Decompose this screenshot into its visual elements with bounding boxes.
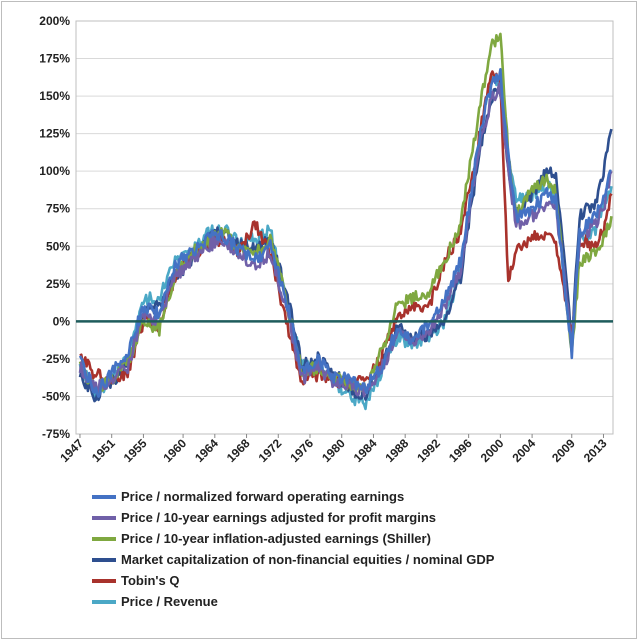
y-tick-label: 100% — [39, 164, 70, 178]
y-tick-label: 75% — [46, 202, 70, 216]
legend-label: Market capitalization of non-financial e… — [121, 552, 495, 567]
y-tick-label: 200% — [39, 14, 70, 28]
x-tick-label: 1960 — [160, 436, 189, 465]
x-tick-label: 1996 — [446, 436, 475, 465]
line-chart: 200% 175% 150% 125% 100% 75% 50% 25% 0% -25% -50% -… — [39, 14, 614, 465]
x-tick-label: 1980 — [319, 436, 348, 465]
y-tick-label: -25% — [42, 352, 70, 366]
y-tick-label: 25% — [46, 277, 70, 291]
legend-swatch-margins — [92, 515, 116, 520]
gridlines — [75, 20, 614, 435]
legend-label: Price / 10-year earnings adjusted for pr… — [121, 510, 436, 525]
series-line-mktcap — [78, 87, 613, 403]
x-tick-label: 2004 — [509, 436, 538, 465]
y-tick-label: 175% — [39, 52, 70, 66]
y-tick-label: 50% — [46, 239, 70, 253]
y-axis: 200% 175% 150% 125% 100% 75% 50% 25% 0% -25% -50% -… — [39, 14, 70, 441]
y-tick-label: -50% — [42, 389, 70, 403]
legend-item-fwd: Price / normalized forward operating ear… — [92, 486, 622, 507]
x-tick-label: 2013 — [581, 436, 610, 465]
x-tick-label: 2009 — [549, 436, 578, 465]
legend-swatch-shiller — [92, 536, 116, 541]
x-tick-label: 2000 — [478, 436, 507, 465]
legend-label: Tobin's Q — [121, 573, 180, 588]
legend-item-shiller: Price / 10-year inflation-adjusted earni… — [92, 528, 622, 549]
legend-swatch-fwd — [92, 494, 116, 499]
series-lines — [78, 32, 613, 411]
series-line-fwd — [78, 68, 612, 398]
legend-item-mktcap: Market capitalization of non-financial e… — [92, 549, 622, 570]
series-line-margins — [78, 82, 613, 398]
y-tick-label: -75% — [42, 427, 70, 441]
series-line-revenue — [78, 74, 613, 411]
legend-swatch-mktcap — [92, 557, 116, 562]
y-tick-label: 125% — [39, 127, 70, 141]
legend-label: Price / normalized forward operating ear… — [121, 489, 405, 504]
series-line-shiller — [78, 32, 613, 396]
x-tick-label: 1951 — [89, 436, 118, 465]
x-tick-label: 1976 — [287, 436, 316, 465]
series-line-tobin — [79, 70, 613, 389]
legend-label: Price / 10-year inflation-adjusted earni… — [121, 531, 431, 546]
x-tick-label: 1955 — [121, 436, 150, 465]
legend-swatch-tobin — [92, 578, 116, 583]
legend-item-revenue: Price / Revenue — [92, 591, 622, 612]
plot-border — [75, 20, 614, 435]
x-tick-label: 1992 — [414, 436, 443, 465]
legend-label: Price / Revenue — [121, 594, 218, 609]
x-axis: 1947 1951 1955 1960 1964 1968 1972 1976 1980 1984… — [57, 434, 610, 465]
legend: Price / normalized forward operating ear… — [92, 486, 622, 612]
x-tick-label: 1968 — [224, 436, 253, 465]
x-tick-label: 1964 — [192, 436, 221, 465]
x-tick-label: 1988 — [383, 436, 412, 465]
legend-item-margins: Price / 10-year earnings adjusted for pr… — [92, 507, 622, 528]
y-tick-label: 150% — [39, 89, 70, 103]
legend-item-tobin: Tobin's Q — [92, 570, 622, 591]
x-tick-label: 1972 — [256, 436, 285, 465]
x-tick-label: 1984 — [351, 436, 380, 465]
legend-swatch-revenue — [92, 599, 116, 604]
y-tick-label: 0% — [53, 314, 71, 328]
